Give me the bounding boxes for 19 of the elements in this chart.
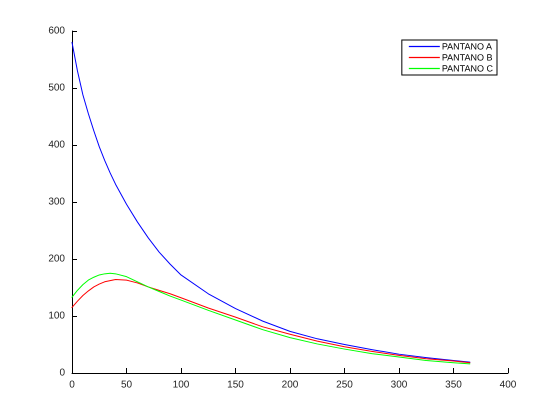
x-tick-label: 100 [172, 380, 190, 390]
legend-label: PANTANO C [442, 64, 494, 74]
y-tick-label: 200 [48, 254, 66, 264]
x-tick-label: 300 [390, 380, 408, 390]
y-tick-label: 500 [48, 82, 66, 94]
x-tick-label: 400 [500, 380, 517, 390]
x-tick-label: 150 [227, 380, 244, 390]
x-tick-label: 0 [69, 380, 76, 390]
x-tick-label: 200 [282, 380, 299, 390]
x-tick-label: 250 [336, 380, 354, 390]
x-tick-label: 350 [445, 380, 462, 390]
y-tick-label: 300 [48, 196, 66, 208]
y-tick-label: 400 [48, 140, 66, 150]
y-tick-label: 100 [48, 310, 66, 322]
legend-label: PANTANO B [442, 52, 493, 62]
y-tick-label: 600 [48, 26, 66, 36]
y-tick-label: 0 [59, 368, 66, 378]
legend-label: PANTANO A [442, 42, 492, 52]
x-tick-label: 50 [120, 380, 132, 390]
